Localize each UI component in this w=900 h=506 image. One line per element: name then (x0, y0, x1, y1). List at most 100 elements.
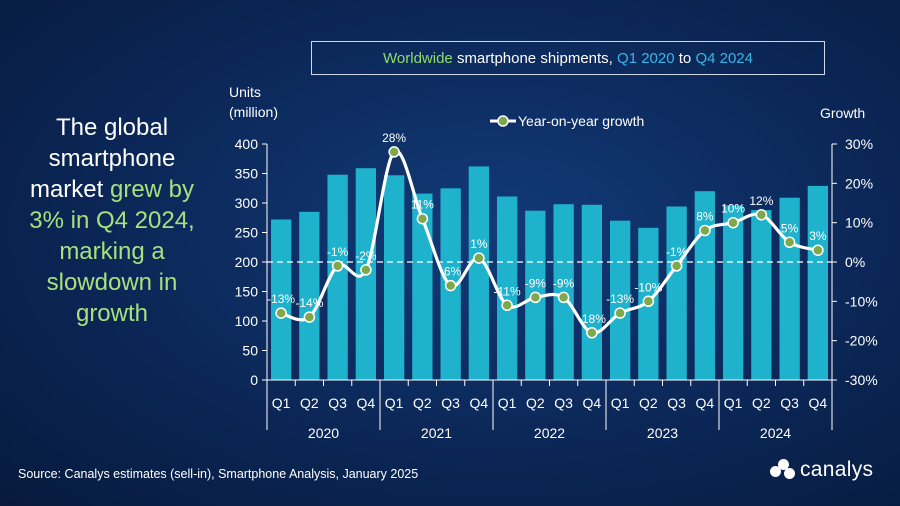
bar-0 (271, 219, 292, 380)
title-part-worldwide: Worldwide (383, 49, 453, 67)
growth-label-8: -11% (494, 284, 521, 298)
growth-label-9: -9% (525, 276, 547, 290)
bar-1 (299, 211, 320, 380)
y-left-label-line2: (million) (229, 104, 278, 120)
year-label: 2023 (647, 425, 678, 441)
bar-14 (666, 206, 687, 380)
y-left-tick-label: 400 (235, 136, 259, 152)
x-tick-label: Q2 (300, 395, 319, 411)
headline-part-2: grew by 3% in Q4 2024, marking a slowdow… (29, 176, 195, 327)
year-label: 2021 (421, 425, 452, 441)
x-tick-label: Q4 (470, 395, 489, 411)
y-left-tick-label: 200 (235, 254, 259, 270)
x-tick-label: Q4 (696, 395, 715, 411)
bar-16 (723, 205, 744, 380)
growth-label-2: -1% (327, 245, 349, 259)
canalys-logo-icon (770, 459, 796, 481)
growth-line-group: -13% -14%-1% -2%28%11%-6%1%-11%-9% -9%-18%-… (267, 131, 827, 339)
x-tick-label: Q1 (611, 395, 630, 411)
y-left-tick-label: 100 (235, 313, 259, 329)
x-tick-label: Q2 (639, 395, 658, 411)
x-tick-label: Q3 (554, 395, 573, 411)
bar-8 (497, 196, 518, 380)
growth-point-13 (642, 295, 655, 308)
growth-point-17 (755, 209, 768, 221)
growth-label-5: 11% (411, 198, 434, 212)
title-part-shipments: smartphone shipments, (456, 49, 613, 67)
y-left-tick-label: 0 (250, 372, 258, 388)
title-part-end: Q4 2024 (695, 49, 753, 67)
bar-4 (384, 175, 405, 380)
headline: The global smartphone market grew by 3% … (14, 112, 210, 329)
growth-label-11: -18% (578, 312, 606, 326)
bar-12 (610, 220, 631, 380)
axes-group: 0 50 100 150 200 250 300 350 400 -30% -20% -10% 0% 10… (235, 136, 878, 441)
source-note: Source: Canalys estimates (sell-in), Sma… (18, 467, 419, 481)
x-tick-label: Q1 (498, 395, 517, 411)
growth-label-1: -14% (295, 296, 323, 310)
y-left-tick-label: 150 (235, 284, 259, 300)
x-tick-label: Q3 (780, 395, 799, 411)
growth-label-6: -6% (440, 265, 462, 279)
y-left-tick-label: 300 (235, 195, 259, 211)
growth-point-9 (529, 291, 542, 304)
canalys-logo: canalys (770, 458, 873, 482)
growth-label-16: 10% (721, 202, 745, 216)
growth-label-18: 5% (781, 221, 799, 235)
growth-label-12: -13% (606, 292, 634, 306)
y-right-tick-label: -30% (845, 372, 878, 388)
growth-point-8 (501, 299, 513, 312)
x-tick-label: Q1 (724, 395, 743, 411)
growth-point-14 (670, 260, 683, 272)
growth-label-3: -2% (355, 249, 377, 263)
growth-label-4: 28% (382, 131, 406, 145)
growth-point-7 (473, 252, 485, 264)
headline-part-1: The global smartphone market (29, 114, 176, 203)
growth-point-5 (416, 212, 429, 225)
bar-19 (807, 185, 828, 380)
year-label: 2022 (534, 425, 565, 441)
y-left-label-line1: Units (229, 84, 261, 100)
year-label: 2024 (760, 425, 791, 441)
x-tick-label: Q4 (583, 395, 602, 411)
y-left-tick-label: 350 (235, 166, 259, 182)
bar-17 (751, 210, 772, 380)
growth-point-6 (444, 279, 457, 292)
y-right-tick-label: 0% (845, 254, 865, 270)
growth-point-15 (699, 224, 711, 237)
y-right-tick-label: -10% (845, 293, 878, 309)
bar-11 (581, 204, 602, 380)
growth-label-14: -1% (666, 245, 688, 259)
growth-label-7: 1% (470, 237, 488, 251)
bar-2 (327, 174, 348, 380)
growth-point-0 (275, 307, 287, 319)
growth-point-2 (331, 260, 344, 272)
growth-label-19: 3% (809, 229, 827, 243)
growth-label-10: -9% (553, 276, 575, 290)
x-tick-label: Q1 (385, 395, 404, 411)
growth-label-0: -13% (267, 292, 295, 306)
y-right-tick-label: 10% (845, 215, 873, 231)
bar-7 (468, 166, 489, 380)
y-right-label: Growth (820, 105, 865, 121)
growth-point-12 (614, 307, 626, 319)
y-left-tick-label: 250 (235, 225, 259, 241)
growth-point-1 (303, 311, 316, 323)
growth-point-3 (360, 264, 372, 276)
growth-point-11 (586, 327, 598, 339)
bar-15 (694, 191, 715, 380)
x-tick-label: Q4 (809, 395, 828, 411)
title-part-to: to (678, 49, 692, 67)
legend-label: Year-on-year growth (518, 113, 644, 129)
y-right-tick-label: -20% (845, 333, 878, 349)
logo-text: canalys (800, 458, 874, 481)
title-part-start: Q1 2020 (617, 49, 675, 67)
growth-label-17: 12% (749, 194, 773, 208)
chart-title: Worldwide smartphone shipments, Q1 2020 … (311, 41, 825, 75)
x-tick-label: Q2 (413, 395, 432, 411)
growth-point-19 (812, 244, 824, 256)
growth-label-15: 8% (696, 210, 714, 224)
x-tick-label: Q3 (441, 395, 460, 411)
growth-label-13: -10% (634, 280, 662, 294)
